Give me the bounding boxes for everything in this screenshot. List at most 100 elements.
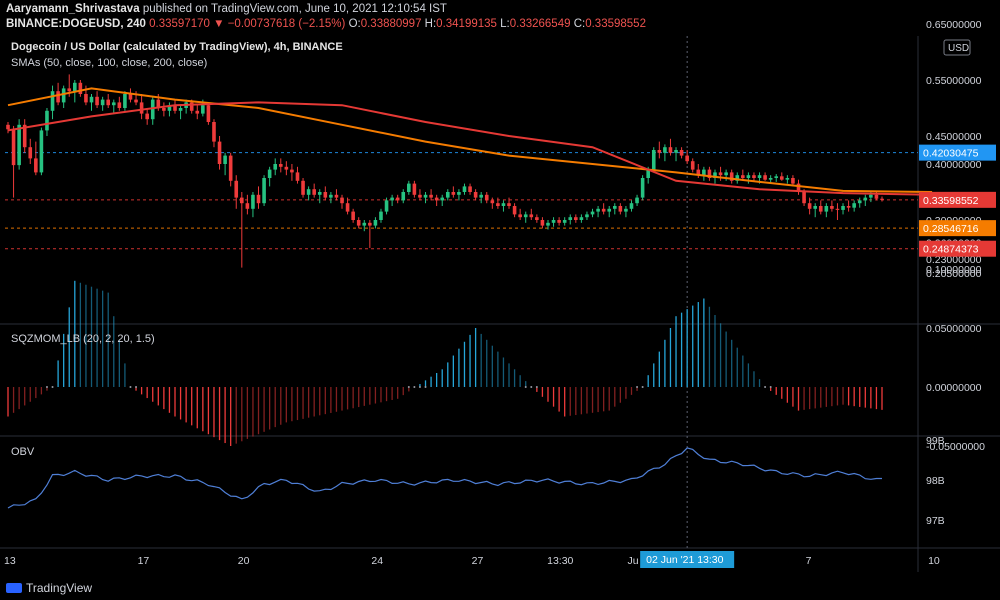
candle: [128, 94, 133, 100]
candle: [679, 150, 684, 156]
tradingview-logo[interactable]: TradingView: [6, 581, 92, 595]
sma-legend[interactable]: SMAs (50, close, 100, close, 200, close): [11, 57, 208, 69]
obv-tick-label: 98B: [926, 475, 945, 487]
candle: [880, 198, 884, 200]
chart-canvas[interactable]: 0.65000000 0.55000000 0.45000000 0.40000000…: [0, 0, 1000, 576]
candle: [329, 194, 333, 198]
candle: [11, 129, 16, 166]
candle: [874, 194, 879, 199]
candle: [551, 220, 556, 223]
publish-info: published on TradingView.com, June 10, 2…: [142, 3, 447, 15]
candle: [807, 203, 812, 209]
candle: [562, 220, 567, 223]
candle: [779, 176, 784, 180]
price-tick-label: 0.20500000: [926, 268, 982, 280]
candle: [724, 172, 728, 176]
candle: [407, 183, 411, 192]
candle: [306, 189, 311, 195]
price-label: 0.28546716: [923, 223, 979, 235]
open-value: 0.33880997: [360, 18, 422, 30]
candle: [145, 113, 149, 120]
sqz-dot: [641, 386, 644, 388]
sqz-dot: [418, 386, 421, 388]
candle: [746, 175, 751, 178]
candle: [39, 130, 44, 173]
obv-legend[interactable]: OBV: [11, 446, 35, 458]
crosshair-time-label: 02 Jun '21 13:30: [646, 554, 723, 566]
candle: [384, 200, 389, 212]
candle: [529, 214, 534, 218]
candle: [462, 186, 467, 192]
candle: [490, 200, 495, 204]
low-value: 0.33266549: [509, 18, 571, 30]
symbol-label[interactable]: BINANCE:DOGEUSD, 240: [6, 18, 146, 30]
candle: [523, 214, 528, 218]
candle: [752, 175, 756, 178]
candle: [657, 150, 662, 153]
candle: [640, 178, 645, 198]
footer: TradingView: [0, 576, 1000, 600]
candle: [351, 211, 355, 220]
sqz-dot: [407, 386, 410, 388]
candle: [729, 172, 734, 181]
x-tick-label: 7: [806, 555, 812, 567]
candle: [596, 208, 600, 212]
sqz-tick-label: 0.00000000: [926, 382, 982, 394]
candle: [206, 105, 211, 122]
candle: [173, 105, 177, 111]
candle: [713, 172, 717, 178]
chart-header: Aaryamann_Shrivastava published on Tradi…: [0, 0, 1000, 36]
price-label-box: [919, 144, 996, 161]
sma-100-line: [7, 87, 933, 193]
x-tick-label: 13:30: [547, 555, 573, 567]
candle: [189, 102, 194, 111]
candle: [841, 206, 845, 210]
x-tick-label: 27: [472, 555, 484, 567]
candle: [111, 102, 116, 106]
price-tick-label: 0.23000000: [926, 254, 982, 266]
candle: [484, 194, 489, 201]
candle: [317, 192, 322, 195]
candle: [301, 180, 305, 195]
tradingview-icon: [6, 583, 22, 593]
candle: [624, 208, 628, 212]
candle: [546, 222, 550, 226]
candle: [134, 99, 138, 103]
sqz-dot: [769, 386, 772, 388]
candle: [601, 208, 606, 212]
x-tick-label: 17: [138, 555, 150, 567]
candle: [278, 164, 283, 167]
candle: [646, 169, 650, 178]
sqz-tick-label: 0.05000000: [926, 323, 982, 335]
candle: [763, 175, 767, 180]
candle: [635, 197, 639, 204]
candle: [423, 194, 428, 198]
candle: [707, 169, 712, 178]
candle: [796, 183, 801, 192]
sqz-dot: [764, 386, 767, 388]
candle: [512, 206, 517, 215]
candle: [757, 175, 762, 178]
sqzmom-legend[interactable]: SQZMOM_LB (20, 2, 20, 1.5): [11, 333, 155, 345]
candle: [73, 82, 77, 92]
price-label-box: [919, 191, 996, 208]
price-label: 0.42030475: [923, 148, 979, 160]
candle: [295, 172, 300, 181]
candle: [585, 214, 589, 218]
sqz-dot: [51, 386, 54, 388]
candle: [256, 194, 261, 204]
open-label: O:: [348, 18, 361, 30]
sqz-dot: [45, 386, 48, 388]
candle: [696, 169, 701, 176]
sqz-dot: [129, 386, 132, 388]
candle: [496, 203, 500, 206]
candle: [852, 203, 856, 208]
candle: [813, 206, 817, 209]
candle: [674, 150, 678, 153]
candle: [785, 178, 790, 180]
x-tick-label: Ju: [627, 555, 638, 567]
author-name[interactable]: Aaryamann_Shrivastava: [6, 3, 140, 15]
candle: [690, 161, 695, 170]
candle: [702, 169, 706, 176]
candle: [345, 203, 350, 212]
